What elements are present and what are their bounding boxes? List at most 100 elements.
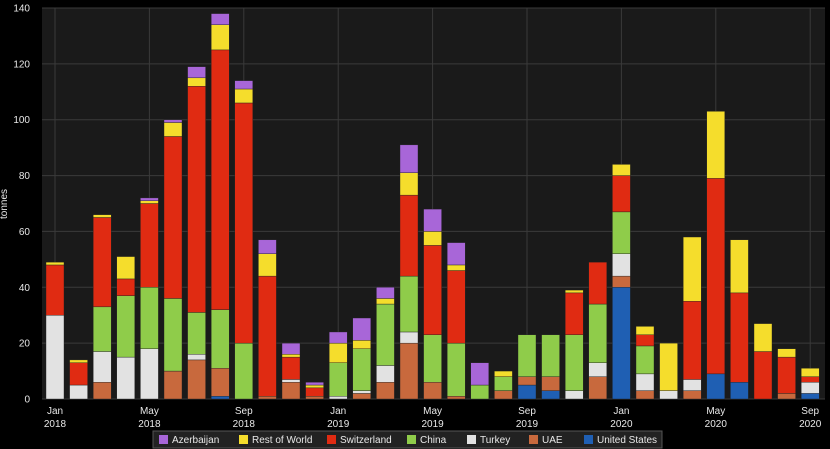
bar-segment-turkey xyxy=(801,382,820,394)
bar-segment-rest-of-world xyxy=(140,200,159,204)
bar-segment-rest-of-world xyxy=(45,261,65,266)
bar-segment-switzerland xyxy=(92,217,112,308)
bar-segment-switzerland xyxy=(635,334,655,347)
bar-segment-azerbaijan xyxy=(281,342,301,355)
x-tick-label: Jan xyxy=(47,406,63,417)
bar-segment-azerbaijan xyxy=(376,287,395,299)
bar-segment-uae xyxy=(305,396,324,400)
bar-segment-turkey xyxy=(92,351,112,383)
legend-label: Rest of World xyxy=(252,435,312,446)
x-tick-label: Sep xyxy=(518,406,536,417)
y-axis-label: tonnes xyxy=(0,189,10,219)
bar-segment-rest-of-world xyxy=(281,354,301,358)
bar-segment-azerbaijan xyxy=(163,119,183,123)
bar-segment-turkey xyxy=(612,253,631,277)
bar-segment-rest-of-world xyxy=(612,164,631,176)
x-tick-label: 2018 xyxy=(138,419,161,430)
bar-segment-uae xyxy=(517,376,537,386)
x-tick-label: 2020 xyxy=(610,419,633,430)
bar-segment-rest-of-world xyxy=(753,323,773,352)
x-tick-label: 2020 xyxy=(799,419,822,430)
y-tick-label: 140 xyxy=(13,4,30,15)
y-tick-label: 100 xyxy=(13,115,30,126)
bar-segment-rest-of-world xyxy=(234,88,254,104)
legend-swatch xyxy=(159,435,168,444)
bar-segment-uae xyxy=(777,393,796,400)
bar-segment-uae xyxy=(683,390,702,400)
bar-segment-azerbaijan xyxy=(329,331,348,344)
legend-swatch xyxy=(467,435,476,444)
bar-segment-uae xyxy=(376,382,395,400)
bar-segment-turkey xyxy=(69,384,88,400)
bar-segment-switzerland xyxy=(706,178,725,375)
bar-segment-turkey xyxy=(140,348,159,400)
bar-segment-turkey xyxy=(281,379,301,383)
bar-segment-azerbaijan xyxy=(258,239,277,254)
bar-segment-china xyxy=(447,342,466,397)
bar-segment-china xyxy=(399,275,419,333)
bar-segment-azerbaijan xyxy=(470,362,489,386)
bar-segment-rest-of-world xyxy=(659,342,678,391)
bar-segment-rest-of-world xyxy=(565,289,584,294)
bar-segment-rest-of-world xyxy=(706,111,725,179)
bar-segment-switzerland xyxy=(777,356,796,394)
bar-segment-turkey xyxy=(187,354,206,361)
bar-segment-rest-of-world xyxy=(352,340,371,349)
legend-label: China xyxy=(420,435,447,446)
legend-swatch xyxy=(529,435,538,444)
x-tick-label: May xyxy=(706,406,725,417)
bar-segment-azerbaijan xyxy=(140,197,159,201)
x-tick-label: Sep xyxy=(235,406,253,417)
bar-segment-china xyxy=(187,312,206,355)
bar-segment-united-states xyxy=(801,393,820,400)
bar-segment-china xyxy=(565,334,584,391)
bar-segment-rest-of-world xyxy=(423,231,442,246)
bar-segment-china xyxy=(210,309,230,369)
bar-segment-switzerland xyxy=(281,356,301,380)
bar-segment-azerbaijan xyxy=(447,242,466,266)
bar-segment-china xyxy=(635,345,655,375)
bar-segment-uae xyxy=(494,390,513,400)
bar-segment-china xyxy=(612,211,631,254)
bar-segment-uae xyxy=(163,370,183,400)
y-tick-label: 80 xyxy=(19,171,31,182)
bar-segment-china xyxy=(376,303,395,366)
bar-segment-rest-of-world xyxy=(305,384,324,389)
bar-segment-turkey xyxy=(352,390,371,394)
bar-segment-rest-of-world xyxy=(777,348,796,358)
y-tick-label: 20 xyxy=(19,339,31,350)
bar-segment-azerbaijan xyxy=(399,144,419,173)
bar-segment-switzerland xyxy=(612,175,631,213)
bar-segment-uae xyxy=(187,359,206,400)
bar-segment-switzerland xyxy=(116,278,136,296)
legend-label: Turkey xyxy=(480,435,510,446)
bar-segment-united-states xyxy=(210,396,230,400)
bar-segment-uae xyxy=(588,376,607,400)
bar-segment-turkey xyxy=(376,365,395,383)
bar-segment-rest-of-world xyxy=(329,342,348,363)
bar-segment-rest-of-world xyxy=(92,214,112,218)
bar-segment-switzerland xyxy=(258,275,277,397)
bar-segment-switzerland xyxy=(683,301,702,380)
bar-segment-china xyxy=(541,334,560,377)
bar-segment-uae xyxy=(258,396,277,400)
axes: tonnes 0 20 40 60 80 100 120 140 Jan 2018 May 2018 S… xyxy=(0,4,822,431)
bar-segment-turkey xyxy=(659,390,678,400)
bar-segment-switzerland xyxy=(753,351,773,400)
bar-segment-china xyxy=(140,287,159,349)
x-tick-label: May xyxy=(140,406,159,417)
bar-segment-uae xyxy=(447,396,466,400)
bar-segment-china xyxy=(352,348,371,391)
legend-label: United States xyxy=(597,435,657,446)
bars xyxy=(45,13,820,400)
bar-segment-switzerland xyxy=(801,376,820,383)
bar-segment-switzerland xyxy=(447,270,466,344)
x-tick-label: 2019 xyxy=(516,419,539,430)
x-tick-label: 2020 xyxy=(705,419,728,430)
bar-segment-uae xyxy=(92,382,112,400)
bar-segment-rest-of-world xyxy=(635,326,655,335)
x-tick-label: 2018 xyxy=(44,419,67,430)
bar-segment-china xyxy=(116,295,136,358)
bar-segment-china xyxy=(234,342,254,400)
